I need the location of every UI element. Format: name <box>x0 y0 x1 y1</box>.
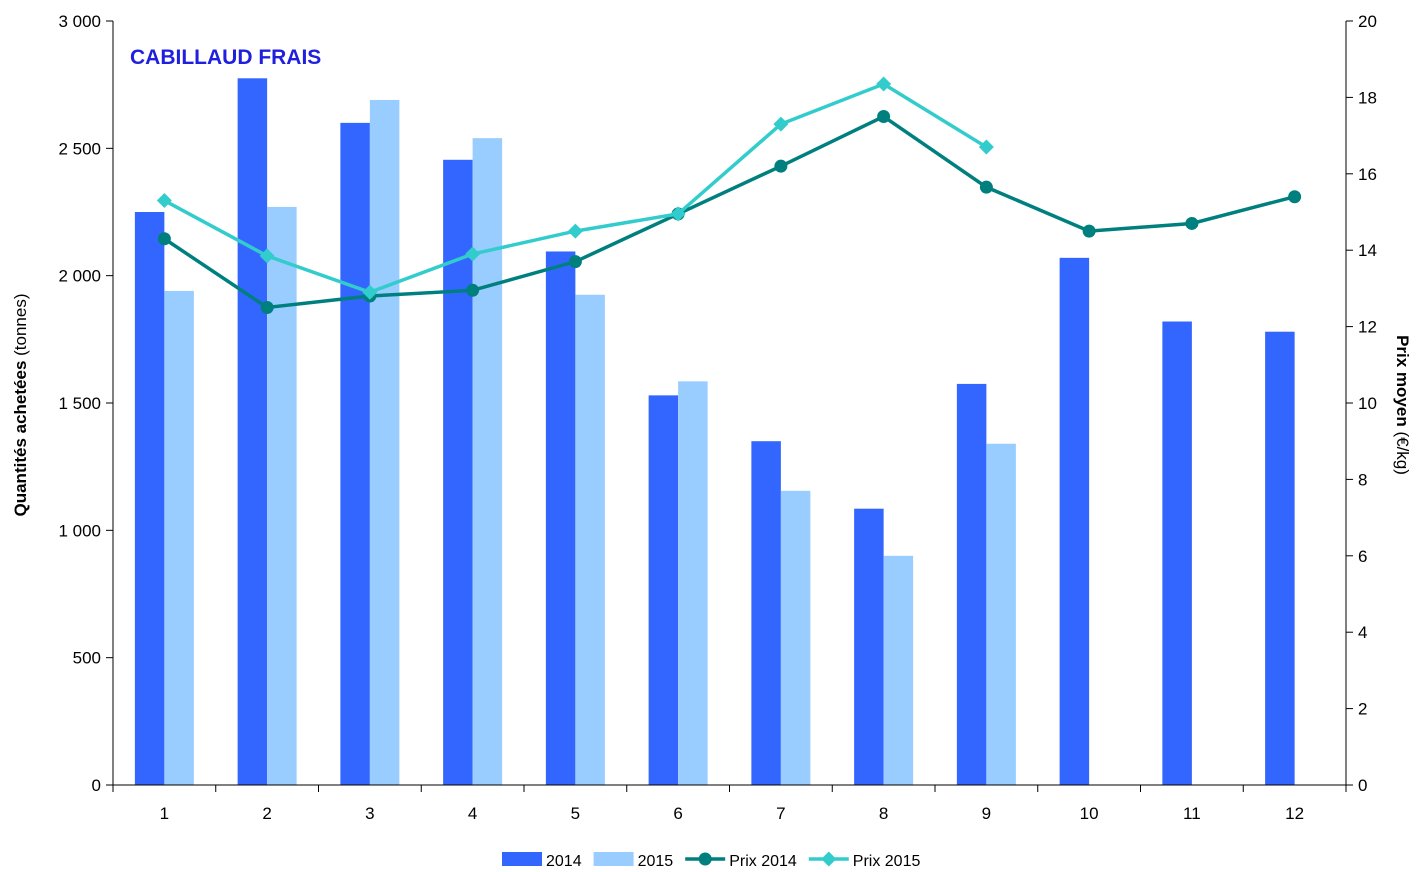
point-Prix 2014-8 <box>877 110 891 123</box>
point-Prix 2014-4 <box>466 283 480 297</box>
bar-2015-3 <box>369 99 400 786</box>
bar-2015-4 <box>472 138 503 785</box>
y2-axis-label-bold: Prix moyen <box>1393 335 1412 427</box>
point-Prix 2015-4 <box>465 246 481 262</box>
x-tick-label: 4 <box>468 804 477 823</box>
point-Prix 2014-7 <box>774 159 788 173</box>
legend-label: Prix 2014 <box>729 853 797 870</box>
y2-tick-label: 10 <box>1358 394 1377 413</box>
point-Prix 2015-7 <box>773 116 789 132</box>
y-axis-label-bold: Quantités achetées <box>11 361 30 517</box>
bar-2015-2 <box>267 206 297 785</box>
y-axis-label: Quantités achetées (tonnes) <box>11 294 30 517</box>
legend: 2014 2015 Prix 2014 Prix 2015 <box>502 851 921 870</box>
y2-axis-label: Prix moyen (€/kg) <box>1393 335 1412 475</box>
point-Prix 2015-5 <box>567 223 583 239</box>
y-tick-label: 1 500 <box>58 394 101 413</box>
y-tick-label: 3 000 <box>58 12 101 31</box>
y2-tick-label: 16 <box>1358 165 1377 184</box>
line-Prix 2014 <box>163 114 1296 310</box>
point-Prix 2015-6 <box>670 206 686 222</box>
x-tick-label: 10 <box>1080 804 1099 823</box>
bar-2014-6 <box>648 395 679 785</box>
point-Prix 2015-1 <box>156 193 172 209</box>
legend-label: 2014 <box>546 853 582 870</box>
y-tick-label: 2 500 <box>58 139 101 158</box>
legend-swatch-2014 <box>502 852 542 866</box>
y2-tick-label: 14 <box>1358 241 1377 260</box>
y2-tick-label: 18 <box>1358 88 1377 107</box>
y-axis-label-unit: (tonnes) <box>11 294 30 361</box>
point-Prix 2015-9 <box>978 139 994 155</box>
bar-2014-9 <box>956 383 987 785</box>
bar-2014-12 <box>1265 331 1295 785</box>
bar-2014-5 <box>545 251 576 785</box>
legend-marker-Prix 2014 <box>698 852 712 866</box>
bar-2014-1 <box>134 212 165 785</box>
point-Prix 2014-5 <box>568 255 582 269</box>
bar-2015-9 <box>986 443 1016 785</box>
y2-tick-label: 8 <box>1358 470 1367 489</box>
point-Prix 2014-12 <box>1288 190 1302 204</box>
x-tick-label: 5 <box>571 804 580 823</box>
x-tick-label: 7 <box>776 804 785 823</box>
y-tick-label: 0 <box>92 776 101 795</box>
legend-label: Prix 2015 <box>853 853 921 870</box>
bar-2014-11 <box>1162 321 1192 785</box>
bar-2015-8 <box>883 555 914 785</box>
bar-2015-7 <box>780 490 811 785</box>
chart-title: CABILLAUD FRAIS <box>130 46 321 69</box>
x-tick-label: 11 <box>1183 804 1201 823</box>
axes <box>106 20 1353 792</box>
point-Prix 2014-10 <box>1082 224 1096 238</box>
legend-label: 2015 <box>638 853 674 870</box>
bar-2014-2 <box>237 78 268 786</box>
legend-marker-Prix 2015 <box>821 851 837 867</box>
point-Prix 2015-2 <box>259 248 275 264</box>
point-Prix 2015-3 <box>362 284 378 300</box>
bar-2014-8 <box>854 508 884 785</box>
point-Prix 2015-8 <box>876 76 892 92</box>
x-tick-label: 6 <box>673 804 682 823</box>
y2-tick-label: 0 <box>1358 776 1367 795</box>
y2-tick-label: 6 <box>1358 547 1367 566</box>
x-tick-label: 12 <box>1285 804 1304 823</box>
bars <box>134 78 1295 786</box>
point-Prix 2014-9 <box>979 180 993 194</box>
bar-2015-5 <box>575 294 605 785</box>
point-Prix 2014-11 <box>1185 216 1199 230</box>
x-tick-label: 2 <box>262 804 271 823</box>
x-tick-label: 9 <box>982 804 991 823</box>
y-tick-label: 2 000 <box>58 267 101 286</box>
bar-2014-10 <box>1059 257 1090 786</box>
y2-tick-label: 20 <box>1358 12 1377 31</box>
y2-axis-label-unit: (€/kg) <box>1393 427 1412 475</box>
legend-swatch-2015 <box>593 852 634 866</box>
point-Prix 2014-1 <box>157 232 171 246</box>
x-tick-label: 8 <box>879 804 888 823</box>
y2-tick-label: 12 <box>1358 318 1377 337</box>
bar-2014-3 <box>340 122 370 785</box>
y2-tick-label: 2 <box>1358 700 1367 719</box>
lines <box>156 76 1302 314</box>
bar-2015-1 <box>164 290 194 785</box>
x-tick-label: 1 <box>160 804 169 823</box>
bar-2014-7 <box>751 441 781 785</box>
y-tick-label: 1 000 <box>58 521 101 540</box>
bar-2015-6 <box>678 381 708 785</box>
y2-tick-label: 4 <box>1358 623 1367 642</box>
x-tick-label: 3 <box>365 804 374 823</box>
point-Prix 2014-2 <box>260 301 274 314</box>
y-tick-label: 500 <box>73 649 101 668</box>
